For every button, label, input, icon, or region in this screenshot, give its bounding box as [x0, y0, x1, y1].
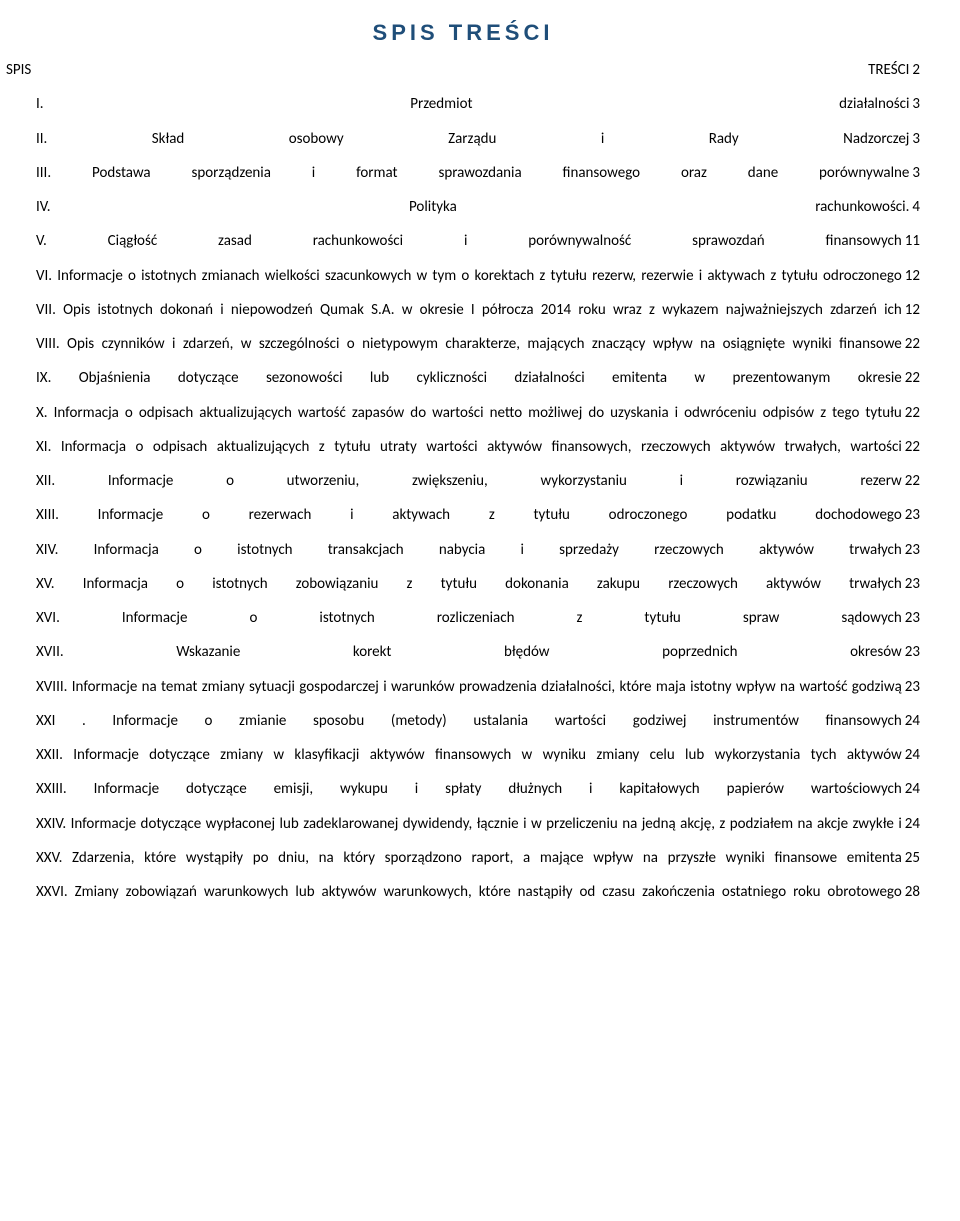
toc-entry-label: IX. Objaśnienia dotyczące sezonowości lu…	[36, 369, 902, 387]
toc-entry-label: XII. Informacje o utworzeniu, zwiększeni…	[36, 472, 902, 490]
toc-entry-label: XXI . Informacje o zmianie sposobu (meto…	[36, 712, 902, 730]
toc-entry-label: XVIII. Informacje na temat zmiany sytuac…	[36, 678, 920, 697]
toc-entry-label: VIII. Opis czynników i zdarzeń, w szczeg…	[36, 335, 902, 353]
toc-entry: 3I. Przedmiot działalności .............…	[36, 94, 920, 114]
toc-entry-label: XIV. Informacja o istotnych transakcjach…	[36, 541, 902, 559]
toc-entry-page: 22	[902, 437, 920, 457]
toc-entry: 23XV. Informacja o istotnych zobowiązani…	[36, 574, 920, 594]
toc-entry-label: XXIII. Informacje dotyczące emisji, wyku…	[36, 780, 902, 798]
toc-entry-page: 24	[902, 779, 920, 799]
toc-entry-page: 22	[902, 368, 920, 388]
toc-entry: 22IX. Objaśnienia dotyczące sezonowości …	[36, 368, 920, 388]
toc-entry-page: 2	[909, 60, 920, 80]
toc-entry-label: IV. Polityka rachunkowości.	[36, 198, 909, 216]
toc-entry: 3II. Skład osobowy Zarządu i Rady Nadzor…	[36, 129, 920, 149]
toc-entry-page: 24	[902, 711, 920, 731]
toc-entry-label: XXII. Informacje dotyczące zmiany w klas…	[36, 746, 902, 764]
toc-entry-label: III. Podstawa sporządzenia i format spra…	[36, 164, 909, 182]
toc-entry: 2SPIS TREŚCI ...........................…	[6, 60, 920, 80]
toc-entry-label: XI. Informacja o odpisach aktualizującyc…	[36, 438, 920, 457]
toc-entry-page: 23	[902, 608, 920, 628]
toc-entry-page: 12	[902, 266, 920, 286]
toc-entry-page: 23	[902, 642, 920, 662]
toc-entry-page: 25	[902, 848, 920, 868]
toc-entry: 23XVII. Wskazanie korekt błędów poprzedn…	[36, 642, 920, 662]
toc-entry-label: X. Informacja o odpisach aktualizujących…	[36, 404, 902, 422]
toc-entry-label: XIII. Informacje o rezerwach i aktywach …	[36, 506, 902, 524]
toc-entry: 24XXIII. Informacje dotyczące emisji, wy…	[36, 779, 920, 799]
toc-list: 2SPIS TREŚCI ...........................…	[6, 60, 920, 902]
toc-entry-page: 28	[902, 882, 920, 902]
toc-entry-page: 3	[909, 94, 920, 114]
toc-entry: 23XVI. Informacje o istotnych rozliczeni…	[36, 608, 920, 628]
toc-entry: 23XIII. Informacje o rezerwach i aktywac…	[36, 505, 920, 525]
toc-entry: 4IV. Polityka rachunkowości. ...........…	[36, 197, 920, 217]
toc-entry-label: I. Przedmiot działalności	[36, 95, 909, 113]
toc-entry-label: II. Skład osobowy Zarządu i Rady Nadzorc…	[36, 130, 909, 148]
toc-entry-page: 3	[909, 163, 920, 183]
toc-entry: 28XXVI. Zmiany zobowiązań warunkowych lu…	[36, 882, 920, 902]
toc-entry-page: 22	[902, 403, 920, 423]
toc-entry: 23XVIII. Informacje na temat zmiany sytu…	[36, 677, 920, 697]
toc-entry-page: 3	[909, 129, 920, 149]
toc-entry: 22XII. Informacje o utworzeniu, zwiększe…	[36, 471, 920, 491]
toc-entry-page: 12	[902, 300, 920, 320]
toc-entry: 11V. Ciągłość zasad rachunkowości i poró…	[36, 231, 920, 251]
toc-entry-label: V. Ciągłość zasad rachunkowości i porówn…	[36, 232, 902, 250]
toc-entry: 25XXV. Zdarzenia, które wystąpiły po dni…	[36, 848, 920, 868]
toc-entry-label: XXVI. Zmiany zobowiązań warunkowych lub …	[36, 883, 902, 901]
toc-entry: 22XI. Informacja o odpisach aktualizując…	[36, 437, 920, 457]
toc-entry: 24XXII. Informacje dotyczące zmiany w kl…	[36, 745, 920, 765]
toc-entry-page: 22	[902, 471, 920, 491]
toc-entry-page: 24	[902, 745, 920, 765]
toc-entry-page: 23	[902, 505, 920, 525]
toc-entry-page: 23	[902, 677, 920, 697]
toc-entry-page: 23	[902, 540, 920, 560]
toc-entry-page: 4	[909, 197, 920, 217]
toc-entry-label: VII. Opis istotnych dokonań i niepowodze…	[36, 301, 902, 320]
toc-entry: 23XIV. Informacja o istotnych transakcja…	[36, 540, 920, 560]
page-title: SPIS TREŚCI	[6, 20, 920, 46]
toc-entry-label: SPIS TREŚCI	[6, 61, 909, 79]
toc-entry-label: XVI. Informacje o istotnych rozliczeniac…	[36, 609, 902, 627]
toc-entry-page: 11	[902, 231, 920, 251]
toc-entry: 24XXI . Informacje o zmianie sposobu (me…	[36, 711, 920, 731]
toc-entry: 3III. Podstawa sporządzenia i format spr…	[36, 163, 920, 183]
toc-entry-label: XXV. Zdarzenia, które wystąpiły po dniu,…	[36, 849, 902, 867]
toc-entry-label: VI. Informacje o istotnych zmianach wiel…	[36, 267, 920, 286]
toc-entry-label: XV. Informacja o istotnych zobowiązaniu …	[36, 575, 902, 593]
toc-entry: 12VII. Opis istotnych dokonań i niepowod…	[36, 300, 920, 320]
toc-entry-label: XVII. Wskazanie korekt błędów poprzednic…	[36, 643, 902, 661]
toc-entry-page: 22	[902, 334, 920, 354]
toc-entry: 24XXIV. Informacje dotyczące wypłaconej …	[36, 814, 920, 834]
toc-entry-page: 23	[902, 574, 920, 594]
toc-entry: 12VI. Informacje o istotnych zmianach wi…	[36, 266, 920, 286]
toc-entry: 22X. Informacja o odpisach aktualizujący…	[36, 403, 920, 423]
toc-entry-label: XXIV. Informacje dotyczące wypłaconej lu…	[36, 815, 902, 834]
toc-entry-page: 24	[902, 814, 920, 834]
toc-entry: 22VIII. Opis czynników i zdarzeń, w szcz…	[36, 334, 920, 354]
